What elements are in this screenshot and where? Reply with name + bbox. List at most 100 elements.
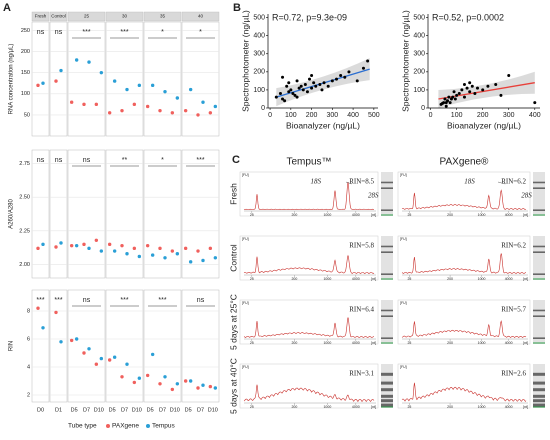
- x-tick-label: 25: [407, 213, 411, 217]
- point: [310, 86, 314, 90]
- dot: [150, 253, 155, 257]
- significance-label: ***: [196, 157, 204, 164]
- dot: [183, 108, 188, 113]
- dot: [69, 243, 74, 248]
- significance-label: ***: [82, 29, 90, 36]
- x-tick-label: 4000: [505, 405, 513, 409]
- point: [447, 95, 451, 99]
- facet-strip: [31, 11, 50, 22]
- gel-band: [381, 337, 393, 339]
- trace: [401, 253, 527, 274]
- dot: [145, 104, 150, 109]
- y-tick-label: 200: [21, 49, 30, 55]
- facet-label: Fresh: [35, 14, 47, 19]
- facet-panel: [181, 289, 220, 403]
- gel-band: [381, 187, 393, 189]
- panel-label: B: [233, 2, 241, 14]
- facet-label: 25: [84, 14, 90, 19]
- y-unit: [FU]: [242, 365, 249, 369]
- x-tick-label: 1000: [478, 213, 486, 217]
- trace: [243, 384, 375, 403]
- facet-strip: [105, 11, 144, 22]
- point: [287, 81, 291, 85]
- point: [314, 84, 318, 88]
- gel-band: [533, 403, 545, 407]
- point: [462, 83, 466, 86]
- y-tick-label: 300: [413, 51, 425, 58]
- x-tick-label: 200: [291, 341, 297, 345]
- dot: [99, 70, 104, 75]
- x-tick-label: D1: [55, 407, 62, 413]
- facet-strip: [49, 11, 68, 22]
- dot: [170, 387, 175, 392]
- point: [366, 59, 370, 63]
- x-unit: [nt]: [523, 277, 528, 281]
- y-tick-label: 2.00: [19, 262, 30, 268]
- y-unit: [FU]: [400, 301, 407, 305]
- point: [440, 101, 444, 105]
- dot: [213, 104, 218, 109]
- dot: [196, 249, 200, 253]
- y-tick-label: 6: [27, 336, 30, 342]
- point: [499, 93, 503, 97]
- significance-label: ***: [36, 297, 44, 304]
- dot: [74, 58, 79, 62]
- gel-band: [533, 381, 545, 385]
- y-unit: [FU]: [242, 237, 249, 241]
- point: [462, 95, 466, 99]
- dot: [54, 79, 58, 83]
- point: [301, 88, 305, 92]
- dot: [36, 306, 40, 310]
- dot: [94, 102, 99, 107]
- facet-panel: [67, 149, 106, 279]
- dot: [183, 379, 188, 383]
- x-tick-label: D7: [159, 407, 166, 413]
- y-tick-label: 2.50: [19, 195, 30, 201]
- x-tick-label: 0: [429, 112, 433, 119]
- gel-band: [381, 245, 393, 248]
- point: [465, 86, 469, 90]
- facet-panel: [181, 149, 220, 279]
- y-tick-label: 500: [253, 14, 265, 21]
- facet-panel: [105, 21, 144, 137]
- dot: [54, 310, 58, 315]
- gel-band: [381, 251, 393, 253]
- plot-frame: [397, 235, 531, 281]
- facet-panel: [31, 21, 50, 137]
- x-tick-label: D0: [37, 407, 44, 413]
- x-tick-label: D5: [109, 407, 116, 413]
- gel-band: [381, 181, 393, 184]
- point: [281, 97, 285, 101]
- pointer: [345, 181, 353, 185]
- y-tick-label: 250: [21, 28, 30, 34]
- significance-label: *: [199, 29, 202, 36]
- point: [297, 86, 301, 90]
- y-tick-label: 400: [253, 33, 265, 40]
- dot: [82, 102, 86, 107]
- x-tick-label: 100: [451, 112, 463, 119]
- x-tick-label: 200: [447, 277, 453, 281]
- dot: [59, 241, 63, 245]
- dot: [163, 89, 167, 94]
- x-tick-label: 200: [447, 405, 453, 409]
- x-tick-label: D5: [185, 407, 192, 413]
- gel-band: [533, 251, 545, 253]
- y-tick-label: 500: [413, 14, 425, 21]
- x-tick-label: 200: [306, 112, 318, 119]
- dot: [36, 246, 40, 251]
- peak-label: 28S: [368, 192, 379, 200]
- dot: [107, 111, 112, 115]
- y-unit: [FU]: [242, 173, 249, 177]
- x-tick-label: 1000: [323, 341, 331, 345]
- point: [295, 95, 299, 99]
- panel-label: A: [3, 2, 11, 14]
- point: [281, 75, 285, 79]
- gel-band: [533, 181, 545, 184]
- point: [285, 84, 289, 88]
- dot: [201, 383, 205, 387]
- facet-strip: [67, 11, 106, 22]
- y-unit: [FU]: [242, 301, 249, 305]
- panel-label: C: [232, 154, 240, 166]
- facet-panel: [49, 149, 68, 279]
